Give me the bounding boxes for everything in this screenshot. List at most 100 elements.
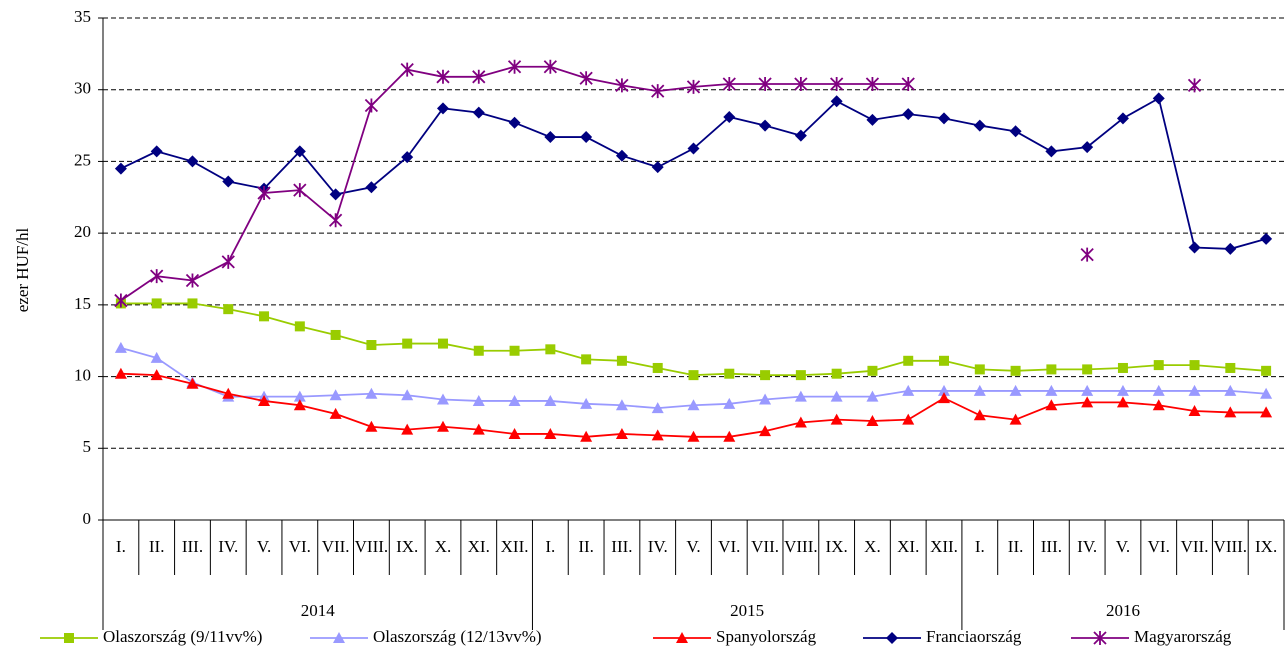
data-point: [1187, 78, 1202, 93]
data-point: [1046, 364, 1057, 375]
legend-label: Olaszország (12/13vv%): [373, 627, 542, 646]
data-point: [722, 76, 736, 91]
data-point: [329, 188, 342, 201]
data-point: [221, 254, 235, 269]
data-point: [794, 416, 807, 428]
x-tick-label: XI.: [468, 537, 490, 556]
data-point: [187, 298, 198, 309]
data-point: [723, 110, 736, 123]
data-point: [1260, 406, 1273, 418]
legend-marker: [886, 632, 898, 644]
x-tick-label: II.: [149, 537, 165, 556]
data-point: [651, 161, 664, 174]
data-point: [866, 415, 879, 427]
data-point: [651, 429, 664, 441]
data-point: [329, 407, 342, 419]
data-point: [114, 293, 128, 308]
y-tick-label: 10: [74, 365, 91, 384]
data-point: [508, 427, 521, 439]
data-point: [186, 377, 199, 389]
data-point: [1225, 362, 1236, 373]
legend-label: Olaszország (9/11vv%): [103, 627, 262, 646]
data-point: [1152, 92, 1165, 105]
data-point: [1116, 384, 1129, 396]
data-point: [293, 183, 307, 198]
y-tick-label: 25: [74, 150, 91, 169]
data-point: [1188, 384, 1201, 396]
data-point: [902, 413, 915, 425]
data-point: [759, 425, 772, 437]
x-tick-label: XII.: [501, 537, 529, 556]
data-point: [903, 355, 914, 366]
data-point: [1260, 232, 1273, 245]
data-point: [1082, 364, 1093, 375]
data-point: [902, 108, 915, 121]
data-point: [150, 369, 163, 381]
data-point: [938, 384, 951, 396]
data-point: [544, 427, 557, 439]
data-point: [579, 71, 593, 86]
data-point: [294, 321, 305, 332]
data-point: [1153, 360, 1164, 371]
y-axis-label: ezer HUF/hl: [13, 227, 32, 312]
data-point: [330, 329, 341, 340]
data-point: [580, 430, 593, 442]
data-point: [114, 162, 127, 175]
data-point: [651, 402, 664, 414]
data-point: [759, 393, 772, 405]
data-point: [1152, 399, 1165, 411]
y-tick-label: 15: [74, 294, 91, 313]
x-tick-label: VII.: [1181, 537, 1209, 556]
data-point: [615, 427, 628, 439]
data-point: [400, 62, 414, 77]
data-point: [652, 362, 663, 373]
group-label: 2014: [301, 601, 336, 620]
data-point: [939, 355, 950, 366]
data-point: [1045, 399, 1058, 411]
data-point: [329, 389, 342, 401]
x-tick-label: V.: [686, 537, 700, 556]
data-point: [901, 76, 915, 91]
data-point: [865, 76, 880, 91]
data-point: [1116, 396, 1129, 408]
y-tick-label: 0: [83, 509, 92, 528]
data-point: [1224, 242, 1237, 255]
data-point: [580, 131, 593, 144]
data-point: [1045, 145, 1058, 158]
x-tick-label: VI.: [718, 537, 740, 556]
data-point: [364, 98, 379, 113]
data-point: [1224, 406, 1237, 418]
x-tick-label: XI.: [897, 537, 919, 556]
data-point: [1009, 125, 1022, 138]
data-point: [437, 338, 448, 349]
data-point: [938, 112, 951, 125]
data-point: [436, 393, 449, 405]
data-point: [544, 394, 557, 406]
group-label: 2015: [730, 601, 764, 620]
data-point: [544, 131, 557, 144]
data-point: [151, 298, 162, 309]
x-tick-label: I.: [545, 537, 555, 556]
data-point: [794, 129, 807, 142]
x-tick-label: II.: [578, 537, 594, 556]
data-point: [830, 76, 844, 91]
data-point: [472, 106, 485, 119]
data-point: [973, 409, 986, 421]
data-point: [1152, 384, 1165, 396]
data-point: [794, 76, 808, 91]
x-tick-label: III.: [182, 537, 203, 556]
data-point: [401, 389, 414, 401]
data-point: [580, 397, 593, 409]
data-point: [938, 392, 951, 404]
data-point: [1117, 362, 1128, 373]
x-tick-label: I.: [116, 537, 126, 556]
data-point: [866, 390, 879, 402]
y-tick-label: 35: [74, 7, 91, 26]
y-tick-label: 5: [83, 437, 92, 456]
data-point: [760, 370, 771, 381]
x-tick-label: XII.: [930, 537, 958, 556]
data-point: [688, 370, 699, 381]
data-point: [1045, 384, 1058, 396]
x-tick-label: IX.: [1255, 537, 1277, 556]
x-tick-label: VI.: [1148, 537, 1170, 556]
